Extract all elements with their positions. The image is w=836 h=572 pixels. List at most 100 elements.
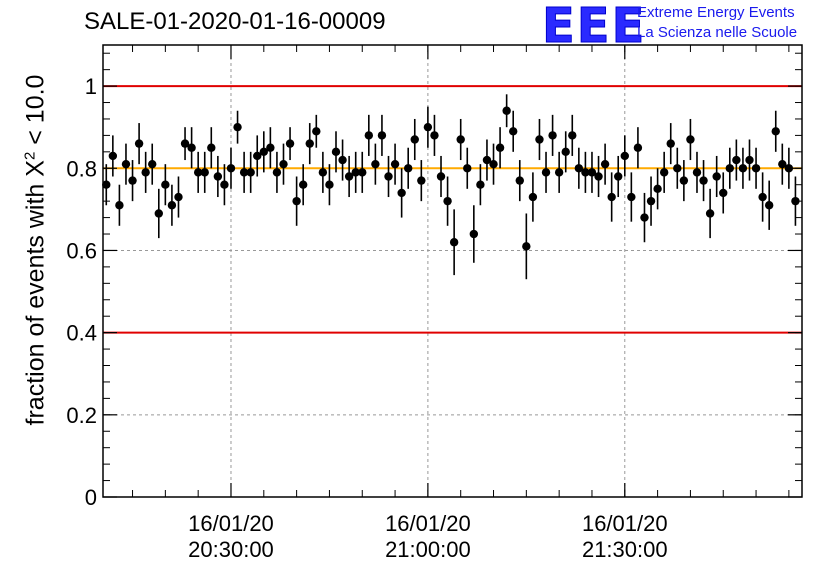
data-point: [659, 168, 669, 177]
data-point: [666, 139, 675, 148]
data-point: [233, 122, 242, 132]
data-point: [469, 229, 479, 239]
x-tick-label-time: 21:30:00: [582, 537, 668, 562]
data-point: [607, 192, 616, 202]
y-tick-label: 1: [85, 74, 97, 99]
data-point: [751, 164, 761, 173]
data-point: [187, 143, 196, 152]
data-point: [764, 201, 774, 210]
data-point: [495, 143, 505, 152]
data-point: [134, 139, 144, 148]
data-point: [397, 188, 406, 198]
y-tick-label: 0.4: [66, 321, 97, 346]
data-point: [758, 192, 767, 202]
y-tick-label: 0: [85, 485, 97, 510]
data-point: [200, 168, 209, 177]
data-point: [167, 201, 177, 210]
data-point: [463, 164, 472, 173]
x-tick-label-time: 21:00:00: [385, 537, 471, 562]
y-tick-label: 0.8: [66, 156, 97, 181]
data-point: [279, 159, 288, 169]
data-point: [226, 164, 236, 173]
data-point: [344, 172, 354, 181]
data-point: [719, 188, 728, 198]
data-point: [423, 122, 433, 132]
data-point: [673, 164, 682, 173]
data-point: [207, 143, 216, 152]
x-tick-label-date: 16/01/20: [188, 511, 274, 536]
data-point: [121, 159, 131, 169]
data-point: [449, 238, 459, 247]
data-point: [561, 147, 570, 157]
data-point: [509, 127, 518, 136]
data-point: [443, 196, 452, 206]
data-point: [502, 106, 511, 115]
data-point: [351, 168, 360, 177]
data-point: [738, 164, 748, 173]
data-point: [574, 164, 584, 173]
x-tick-label-time: 20:30:00: [188, 537, 274, 562]
logo-line-2: La Scienza nelle Scuole: [637, 24, 798, 41]
data-point: [778, 159, 787, 169]
data-point: [535, 135, 544, 144]
data-point: [686, 135, 695, 144]
data-points: [102, 94, 800, 280]
data-point: [515, 176, 524, 185]
data-point: [554, 168, 564, 177]
data-point: [312, 127, 321, 136]
data-point: [594, 172, 603, 181]
data-point: [417, 176, 426, 185]
data-point: [338, 155, 347, 165]
data-point: [239, 168, 249, 177]
data-point: [482, 155, 492, 165]
logo-line-1: Extreme Energy Events: [637, 4, 795, 21]
data-point: [528, 192, 538, 202]
data-point: [325, 180, 334, 189]
data-point: [600, 159, 610, 169]
data-point: [436, 172, 446, 181]
y-tick-label: 0.2: [66, 403, 97, 428]
data-point: [298, 180, 308, 189]
data-point: [331, 147, 341, 157]
data-point: [174, 192, 183, 202]
data-point: [679, 176, 689, 185]
grid-layer: [103, 45, 802, 497]
data-point: [403, 164, 413, 173]
data-point: [246, 168, 255, 177]
data-point: [253, 151, 262, 161]
data-point: [410, 135, 419, 144]
data-point: [305, 139, 314, 148]
data-point: [358, 168, 367, 177]
data-point: [646, 196, 656, 206]
data-point: [318, 168, 328, 177]
axes: 00.20.40.60.8116/01/2020:30:0016/01/2021…: [66, 45, 802, 562]
data-point: [568, 131, 577, 140]
data-point: [272, 168, 282, 177]
data-point: [489, 159, 498, 169]
data-point: [161, 180, 170, 189]
data-point: [115, 201, 124, 210]
data-point: [725, 164, 735, 173]
data-point: [627, 192, 636, 202]
data-point: [266, 143, 275, 152]
data-point: [193, 168, 203, 177]
x-tick-label-date: 16/01/20: [385, 511, 471, 536]
data-point: [587, 168, 597, 177]
data-point: [371, 159, 380, 169]
data-point: [640, 213, 649, 222]
data-point: [548, 131, 557, 140]
data-point: [699, 176, 708, 185]
data-point: [745, 155, 754, 165]
data-point: [128, 176, 137, 185]
data-point: [292, 196, 301, 206]
data-point: [705, 209, 715, 218]
data-point: [771, 127, 780, 136]
data-point: [180, 139, 190, 148]
data-point: [541, 168, 551, 177]
data-point: [620, 151, 629, 161]
data-point: [148, 159, 157, 169]
data-point: [430, 131, 439, 140]
data-point: [692, 168, 702, 177]
data-point: [390, 159, 400, 169]
